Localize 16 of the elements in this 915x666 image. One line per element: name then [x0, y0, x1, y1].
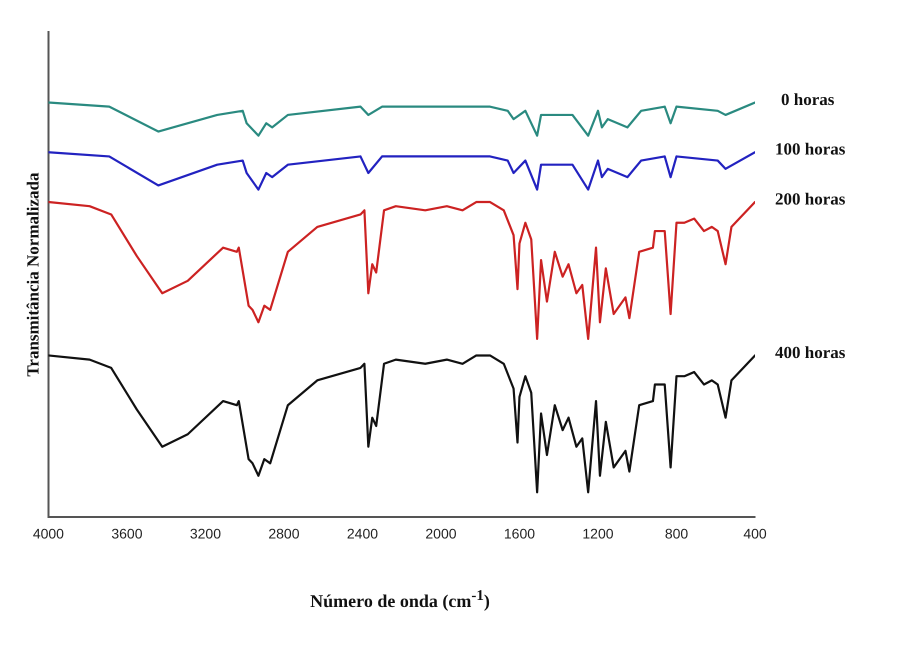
x-axis-title: Número de onda (cm$^{-1}$) [309, 588, 491, 612]
x-tick-label: 800 [664, 525, 688, 542]
x-tick-label: 4000 [32, 525, 64, 542]
x-tick-label: 3600 [111, 525, 143, 542]
x-tick-label: 1600 [504, 525, 536, 542]
series-label: 200 horas [775, 189, 846, 208]
series-label: 0 horas [781, 90, 835, 109]
x-tick-label: 3200 [190, 525, 222, 542]
series-label: 400 horas [775, 342, 846, 362]
x-tick-label: 2000 [425, 525, 457, 542]
series-label: 100 horas [775, 140, 846, 159]
y-axis-title: Transmitância Normalizada [24, 172, 43, 377]
x-tick-label: 1200 [582, 525, 614, 542]
x-tick-label: 2400 [346, 525, 378, 542]
x-tick-label: 2800 [268, 525, 300, 542]
x-tick-label: 400 [743, 525, 767, 542]
